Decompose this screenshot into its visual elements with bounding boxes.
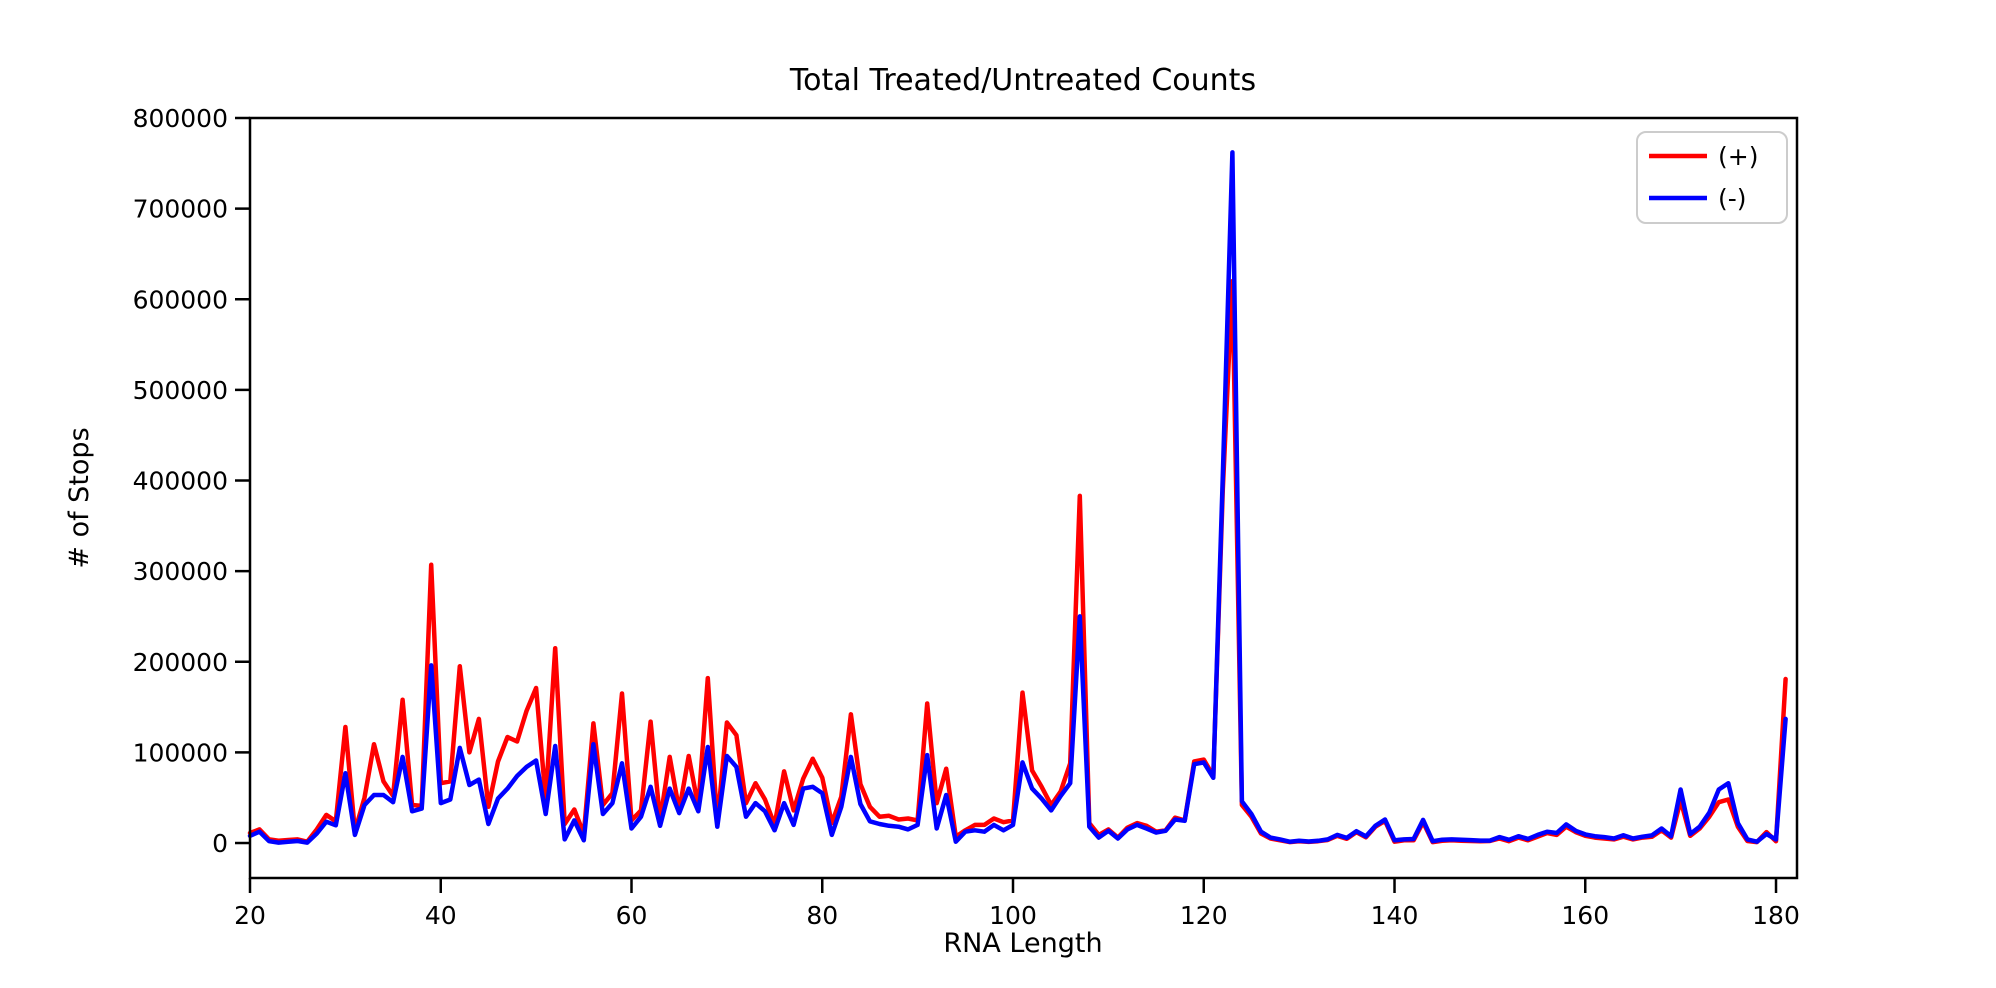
chart-title: Total Treated/Untreated Counts <box>789 63 1256 98</box>
x-tick-label: 80 <box>806 901 838 930</box>
legend-label-minus: (-) <box>1718 184 1747 213</box>
series-line-minus <box>247 150 1788 845</box>
y-tick-label: 0 <box>212 829 228 858</box>
y-tick-label: 800000 <box>133 104 228 133</box>
x-tick-label: 60 <box>616 901 648 930</box>
y-tick-label: 200000 <box>133 648 228 677</box>
x-axis-ticks: 20 40 60 80 100 120 140 160 180 <box>234 878 1800 930</box>
legend: (+) (-) <box>1636 131 1788 224</box>
y-tick-label: 100000 <box>133 738 228 767</box>
x-tick-label: 120 <box>1180 901 1228 930</box>
x-tick-label: 140 <box>1371 901 1419 930</box>
y-tick-label: 500000 <box>133 376 228 405</box>
x-tick-label: 160 <box>1561 901 1609 930</box>
plot-area <box>250 118 1797 878</box>
y-axis-label: # of Stops <box>64 427 95 568</box>
series-lines <box>247 150 1788 845</box>
y-axis-ticks: 0 100000 200000 300000 400000 500000 600000 700… <box>133 104 250 858</box>
legend-entry-minus: (-) <box>1649 184 1747 213</box>
y-tick-label: 600000 <box>133 285 228 314</box>
legend-box <box>1636 131 1788 224</box>
x-axis-label: RNA Length <box>943 928 1102 959</box>
legend-label-plus: (+) <box>1718 142 1758 171</box>
y-tick-label: 700000 <box>133 195 228 224</box>
legend-entry-plus: (+) <box>1649 142 1758 171</box>
x-tick-label: 180 <box>1752 901 1800 930</box>
x-tick-label: 100 <box>989 901 1037 930</box>
axes-spines <box>248 116 1799 880</box>
y-tick-label: 400000 <box>133 467 228 496</box>
x-tick-label: 40 <box>425 901 457 930</box>
x-tick-label: 20 <box>234 901 266 930</box>
y-tick-label: 300000 <box>133 557 228 586</box>
